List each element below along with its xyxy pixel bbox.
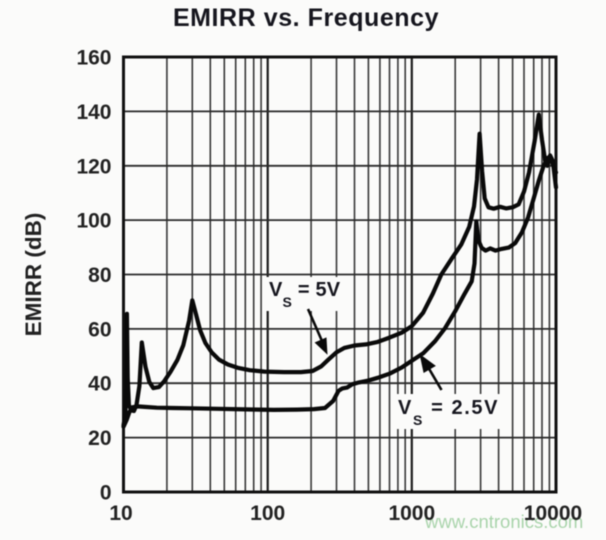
svg-text:100: 100: [76, 210, 111, 233]
svg-text:EMIRR (dB): EMIRR (dB): [21, 213, 46, 337]
svg-text:EMIRR vs. Frequency: EMIRR vs. Frequency: [173, 4, 439, 32]
svg-text:160: 160: [76, 47, 111, 70]
svg-text:80: 80: [88, 264, 111, 287]
svg-text:10000: 10000: [524, 502, 582, 525]
svg-text:60: 60: [88, 318, 111, 341]
svg-text:0: 0: [100, 482, 112, 505]
svg-text:20: 20: [88, 427, 111, 450]
svg-text:10: 10: [109, 502, 132, 525]
svg-text:140: 140: [76, 101, 111, 124]
svg-text:www.cntronics.com: www.cntronics.com: [424, 511, 583, 532]
svg-text:120: 120: [76, 155, 111, 178]
svg-text:1000: 1000: [388, 502, 435, 525]
svg-text:40: 40: [88, 373, 111, 396]
svg-text:100: 100: [250, 502, 285, 525]
